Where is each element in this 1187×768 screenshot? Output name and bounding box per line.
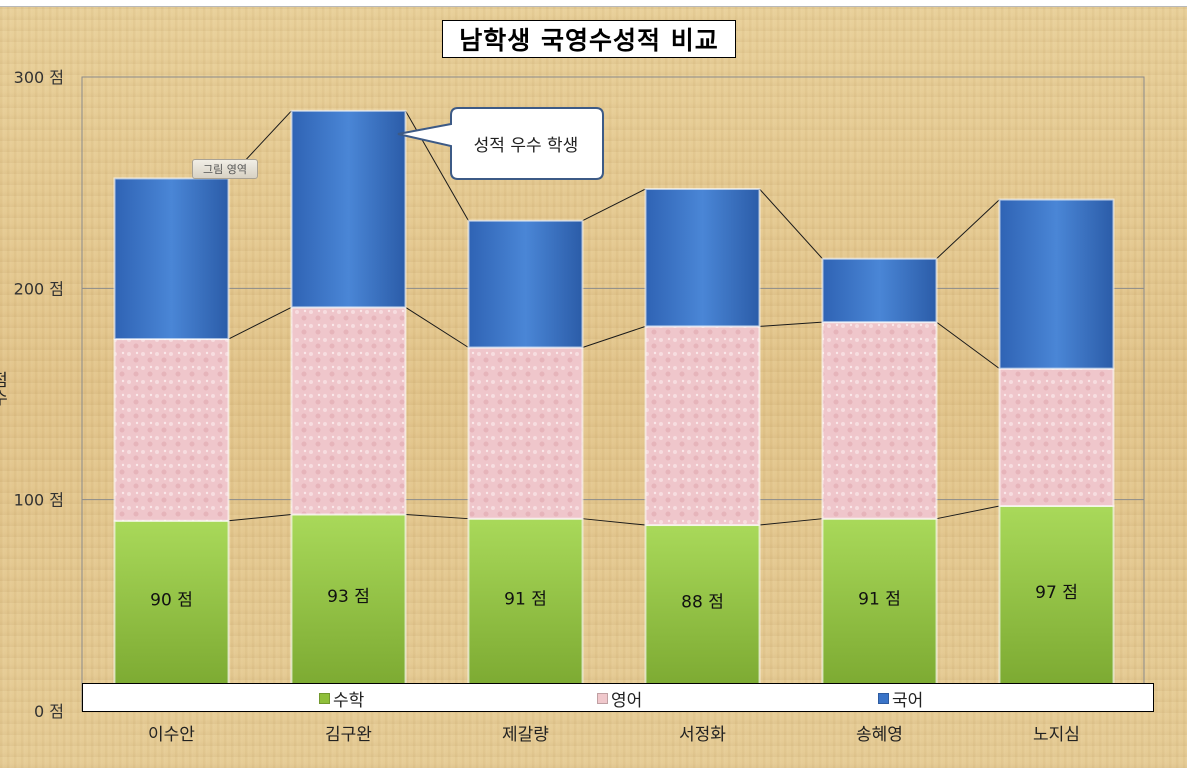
legend: 수학 영어 국어 xyxy=(82,683,1154,712)
series-line-math xyxy=(582,518,646,526)
bar-korean xyxy=(290,109,407,309)
data-label: 97 점 xyxy=(1035,583,1078,603)
annotation-bubble xyxy=(397,107,604,180)
series-line-english xyxy=(405,306,469,348)
y-tick-label: 200 점 xyxy=(14,279,64,298)
data-label: 93 점 xyxy=(327,587,370,607)
legend-swatch-korean xyxy=(878,692,889,704)
bar-english xyxy=(821,321,938,520)
bar-korean xyxy=(644,188,761,328)
series-line-math xyxy=(228,513,292,522)
chart-title: 남학생 국영수성적 비교 xyxy=(442,20,736,58)
legend-label-math: 수학 xyxy=(333,690,365,711)
data-label: 91 점 xyxy=(504,589,547,609)
x-tick-label: 송혜영 xyxy=(856,725,903,745)
bar-english xyxy=(290,306,407,516)
y-tick-label: 100 점 xyxy=(14,491,64,510)
series-line-english xyxy=(582,325,646,348)
bar-math xyxy=(113,519,230,712)
x-tick-label: 서정화 xyxy=(679,725,726,745)
bar-korean xyxy=(467,219,584,349)
series-line-english xyxy=(228,306,292,340)
x-tick-label: 김구완 xyxy=(325,725,372,745)
bar-math xyxy=(998,505,1115,712)
legend-swatch-math xyxy=(319,692,330,704)
data-label: 88 점 xyxy=(681,592,724,612)
x-tick-label: 제갈량 xyxy=(502,725,549,745)
series-line-math xyxy=(936,505,1000,520)
series-line-korean xyxy=(405,110,469,221)
series-line-math xyxy=(405,513,469,520)
bar-math xyxy=(467,517,584,712)
x-tick-label: 노지심 xyxy=(1033,725,1080,745)
plot-area-tag: 그림 영역 xyxy=(192,159,258,179)
data-label: 91 점 xyxy=(858,589,901,609)
series-line-english xyxy=(759,321,823,327)
bar-english xyxy=(998,367,1115,508)
legend-item-korean[interactable]: 국어 xyxy=(878,688,924,711)
x-tick-label: 이수안 xyxy=(148,725,195,745)
series-line-korean xyxy=(936,199,1000,260)
series-line-korean xyxy=(759,188,823,260)
legend-swatch-english xyxy=(597,692,608,704)
legend-label-korean: 국어 xyxy=(892,690,924,711)
bar-korean xyxy=(113,177,230,341)
series-line-english xyxy=(936,321,1000,370)
legend-item-math[interactable]: 수학 xyxy=(319,688,365,711)
bar-math xyxy=(290,513,407,713)
bar-english xyxy=(113,338,230,522)
data-label: 90 점 xyxy=(150,590,193,610)
annotation-text: 성적 우수 학생 xyxy=(473,135,579,156)
bar-english xyxy=(644,325,761,527)
y-tick-label: 300 점 xyxy=(14,68,64,87)
bar-korean xyxy=(821,257,938,324)
series-line-korean xyxy=(582,188,646,222)
y-tick-label: 0 점 xyxy=(34,702,64,721)
series-line-math xyxy=(759,518,823,526)
bar-english xyxy=(467,346,584,520)
legend-label-english: 영어 xyxy=(611,690,643,711)
bar-korean xyxy=(998,198,1115,370)
y-axis-label: 점수 xyxy=(0,372,10,408)
legend-item-english[interactable]: 영어 xyxy=(597,688,643,711)
